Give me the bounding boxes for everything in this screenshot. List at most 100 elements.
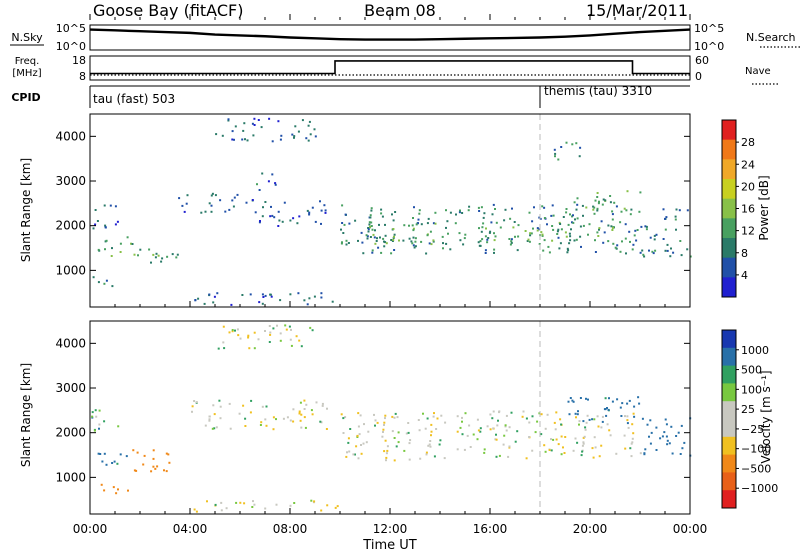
velocity-pixel: [649, 419, 652, 422]
power-pixel: [412, 244, 415, 247]
velocity-pixel: [195, 401, 198, 404]
power-pixel: [511, 207, 513, 210]
noise-right-label: N.Search: [746, 31, 796, 44]
power-pixel: [181, 204, 184, 207]
power-pixel: [392, 219, 395, 222]
power-pixel: [509, 243, 512, 246]
noise-right-tick-bottom: 10^0: [694, 40, 724, 53]
power-pixel: [345, 243, 348, 246]
power-pixel: [231, 130, 234, 133]
velocity-pixel: [432, 415, 435, 418]
velocity-pixel: [268, 325, 271, 327]
power-pixel: [428, 242, 431, 245]
velocity-pixel: [115, 492, 118, 495]
velocity-pixel: [502, 443, 505, 446]
velocity-pixel: [521, 415, 524, 418]
velocity-pixel: [229, 427, 232, 430]
power-pixel: [449, 248, 452, 251]
velocity-pixel: [543, 444, 546, 447]
power-pixel: [216, 292, 219, 295]
velocity-pixel: [430, 434, 432, 437]
velocity-pixel: [264, 418, 267, 421]
power-pixel: [251, 199, 254, 201]
colorbar-swatch: [722, 238, 736, 259]
power-pixel: [418, 212, 421, 215]
colorbar-tick-label: 28: [741, 136, 755, 149]
power-panel-frame: [89, 113, 691, 308]
velocity-pixel: [459, 426, 462, 429]
power-pixel: [208, 293, 211, 296]
power-pixel: [571, 221, 573, 224]
velocity-pixel: [609, 434, 612, 437]
power-pixel: [632, 243, 635, 246]
power-pixel: [576, 217, 579, 220]
power-pixel: [341, 222, 344, 224]
velocity-pixel: [206, 500, 208, 503]
power-pixel: [270, 205, 272, 208]
velocity-pixel: [550, 438, 552, 441]
power-pixel: [447, 232, 449, 235]
power-pixel: [479, 240, 482, 243]
velocity-pixel: [540, 433, 543, 436]
velocity-pixel: [385, 456, 388, 459]
velocity-pixel: [544, 450, 547, 453]
power-pixel: [558, 221, 561, 224]
velocity-pixel: [383, 421, 386, 424]
velocity-pixel: [670, 425, 673, 428]
power-pixel: [293, 136, 295, 139]
power-pixel: [564, 231, 567, 234]
velocity-pixel: [98, 409, 101, 412]
power-pixel: [281, 220, 284, 223]
velocity-pixel: [218, 399, 221, 402]
velocity-pixel: [603, 408, 606, 411]
velocity-pixel: [93, 429, 96, 432]
velocity-pixel: [247, 334, 250, 337]
power-pixel: [543, 206, 546, 209]
power-pixel: [493, 239, 496, 242]
velocity-pixel: [581, 444, 584, 447]
power-pixel: [246, 139, 249, 142]
power-pixel: [477, 206, 480, 209]
power-pixel: [414, 245, 417, 248]
velocity-pixel: [94, 409, 97, 412]
velocity-pixel: [633, 415, 636, 418]
power-pixel: [459, 239, 462, 242]
velocity-pixel: [540, 413, 543, 416]
velocity-pixel: [665, 423, 668, 426]
velocity-pixel: [237, 334, 240, 337]
power-pixel: [432, 222, 435, 225]
power-pixel: [371, 249, 374, 252]
y-tick-label: 2000: [55, 426, 86, 440]
velocity-pixel: [321, 402, 324, 405]
power-pixel: [323, 204, 326, 207]
power-pixel: [625, 209, 628, 212]
velocity-pixel: [395, 445, 398, 448]
power-pixel: [654, 249, 657, 252]
velocity-pixel: [132, 449, 135, 452]
time-tick-label: 00:00: [73, 522, 108, 536]
power-pixel: [157, 254, 160, 257]
power-pixel: [538, 228, 541, 231]
power-pixel: [543, 239, 546, 242]
velocity-pixel: [557, 443, 560, 446]
colorbar-tick-label: −1000: [741, 482, 778, 495]
power-pixel: [554, 152, 557, 155]
power-pixel: [384, 234, 387, 237]
velocity-pixel: [165, 452, 168, 455]
velocity-pixel: [257, 338, 260, 341]
power-pixel: [574, 218, 576, 221]
velocity-pixel: [334, 506, 337, 509]
velocity-pixel: [605, 414, 608, 417]
velocity-pixel: [576, 441, 579, 444]
velocity-pixel: [236, 328, 239, 331]
velocity-pixel: [125, 455, 128, 458]
velocity-pixel: [311, 413, 314, 416]
power-pixel: [296, 222, 299, 225]
y-tick-label: 3000: [55, 381, 86, 395]
power-pixel: [251, 122, 254, 125]
freq-tick-18: 18: [72, 54, 86, 67]
power-pixel: [402, 239, 405, 242]
power-pixel: [354, 219, 357, 222]
power-pixel: [412, 236, 415, 239]
power-pixel: [664, 249, 667, 252]
